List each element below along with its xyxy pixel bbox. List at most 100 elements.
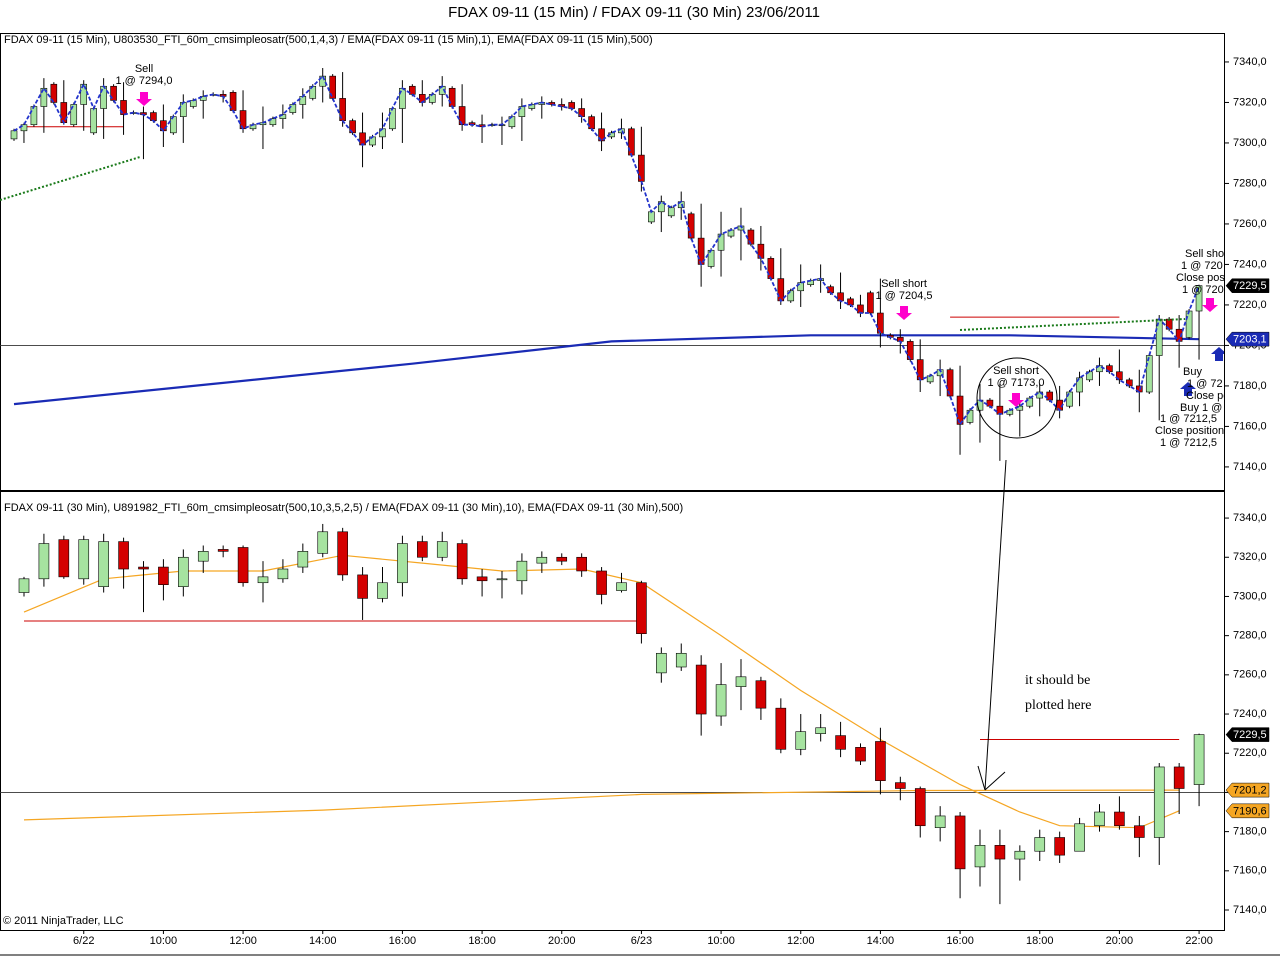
trend-line: [959, 318, 1186, 331]
candle-body: [576, 556, 587, 572]
candle-body: [389, 108, 396, 130]
y-tick-label: 7160,0: [1233, 865, 1267, 877]
candle-body: [317, 531, 329, 554]
close-line: [13, 74, 1200, 427]
candle-body: [695, 664, 707, 715]
trade-label: Sell short: [881, 278, 927, 290]
price-tag-label: 7229,5: [1233, 729, 1267, 741]
candle-body: [1076, 377, 1083, 393]
candle-body: [934, 815, 946, 829]
sell-arrow: [1202, 298, 1218, 312]
candle-body: [598, 128, 605, 142]
candle-body: [90, 108, 97, 134]
buy-arrow: [1211, 347, 1224, 361]
x-tick-label: 10:00: [707, 935, 735, 947]
candle-body: [257, 576, 269, 584]
price-tag-label: 7229,5: [1233, 280, 1267, 292]
candle-body: [1046, 391, 1053, 401]
candle-body: [1126, 379, 1133, 387]
candle-body: [1014, 850, 1026, 860]
candle-body: [648, 211, 655, 223]
candle-body: [377, 582, 388, 599]
candle-body: [1134, 825, 1145, 838]
candle-body: [197, 551, 209, 562]
candle-body: [657, 201, 665, 213]
candle-body: [217, 549, 229, 552]
panel-label: FDAX 09-11 (30 Min), U891982_FTI_60m_cms…: [4, 502, 683, 514]
candle-body: [456, 543, 468, 580]
sell-arrow: [1008, 393, 1024, 407]
candle-body: [837, 292, 844, 302]
candle-body: [636, 582, 647, 634]
x-tick-label: 6/23: [631, 935, 652, 947]
ema-line: [13, 334, 1200, 406]
x-tick-label: 10:00: [150, 935, 178, 947]
candle-body: [448, 87, 456, 107]
copyright: © 2011 NinjaTrader, LLC: [3, 915, 124, 927]
candle-body: [138, 566, 149, 570]
candle-body: [158, 566, 169, 585]
candle-body: [269, 118, 277, 126]
y-tick-label: 7280,0: [1233, 630, 1267, 642]
candle-body: [1094, 811, 1105, 827]
candle-body: [667, 207, 675, 217]
axes: 7140,07160,07180,07200,07220,07240,07260…: [73, 56, 1270, 947]
y-tick-label: 7140,0: [1233, 461, 1267, 473]
candle-body: [1193, 734, 1205, 785]
candle-body: [946, 369, 954, 397]
y-tick-label: 7240,0: [1233, 258, 1267, 270]
trade-label: 1 @ 720: [1181, 260, 1223, 272]
trade-label: Buy: [1183, 366, 1202, 378]
candle-body: [10, 130, 18, 140]
candle-body: [189, 100, 197, 107]
candle-body: [914, 788, 926, 827]
trade-label: 1 @ 72: [1187, 378, 1223, 390]
y-tick-label: 7160,0: [1233, 420, 1267, 432]
candle-body: [40, 87, 48, 107]
candle-body: [797, 282, 805, 292]
candle-body: [78, 539, 90, 580]
y-tick-label: 7180,0: [1233, 380, 1267, 392]
candle-body: [20, 124, 28, 132]
y-tick-label: 7300,0: [1233, 590, 1267, 602]
candle-body: [319, 75, 327, 87]
x-tick-label: 14:00: [867, 935, 895, 947]
candle-body: [536, 556, 548, 564]
candle-body: [397, 543, 408, 584]
candle-body: [120, 100, 127, 115]
trade-markers: Sell 1 @ 7294,0 Sell short 1 @ 7204,5 Se…: [0, 63, 1227, 449]
candle-body: [297, 551, 309, 568]
x-tick-label: 18:00: [468, 935, 496, 947]
candle-body: [996, 405, 1004, 415]
candle-body: [277, 568, 289, 580]
price-tag: [1225, 727, 1270, 742]
y-tick-label: 7320,0: [1233, 551, 1267, 563]
price-tag: [1225, 278, 1270, 293]
candle-body: [70, 104, 78, 126]
candle-body: [707, 249, 715, 267]
candle-body: [675, 652, 687, 668]
candle-body: [906, 341, 914, 360]
annotation: it should be: [1025, 673, 1090, 688]
candle-body: [916, 359, 924, 381]
y-tick-label: 7220,0: [1233, 747, 1267, 759]
candle-body: [715, 684, 727, 717]
candle-body: [735, 676, 747, 687]
trade-label: 1 @ 720: [1182, 284, 1224, 296]
candle-body: [1153, 766, 1165, 838]
candle-body: [1034, 837, 1046, 852]
panel-label: FDAX 09-11 (15 Min), U803530_FTI_60m_cms…: [4, 34, 653, 46]
candle-body: [1145, 355, 1153, 393]
candle-body: [516, 560, 528, 582]
candle-body: [877, 312, 884, 334]
candle-body: [867, 292, 874, 314]
arrow-shaft: [984, 459, 1007, 791]
panel: [0, 523, 1224, 905]
candle-body: [38, 543, 50, 580]
candle-body: [496, 578, 508, 581]
trade-label: Close posi: [1176, 272, 1227, 284]
candle-body: [556, 556, 568, 562]
annotation: plotted here: [1025, 698, 1091, 713]
price-tag: [1225, 331, 1270, 347]
candle-body: [237, 547, 249, 584]
